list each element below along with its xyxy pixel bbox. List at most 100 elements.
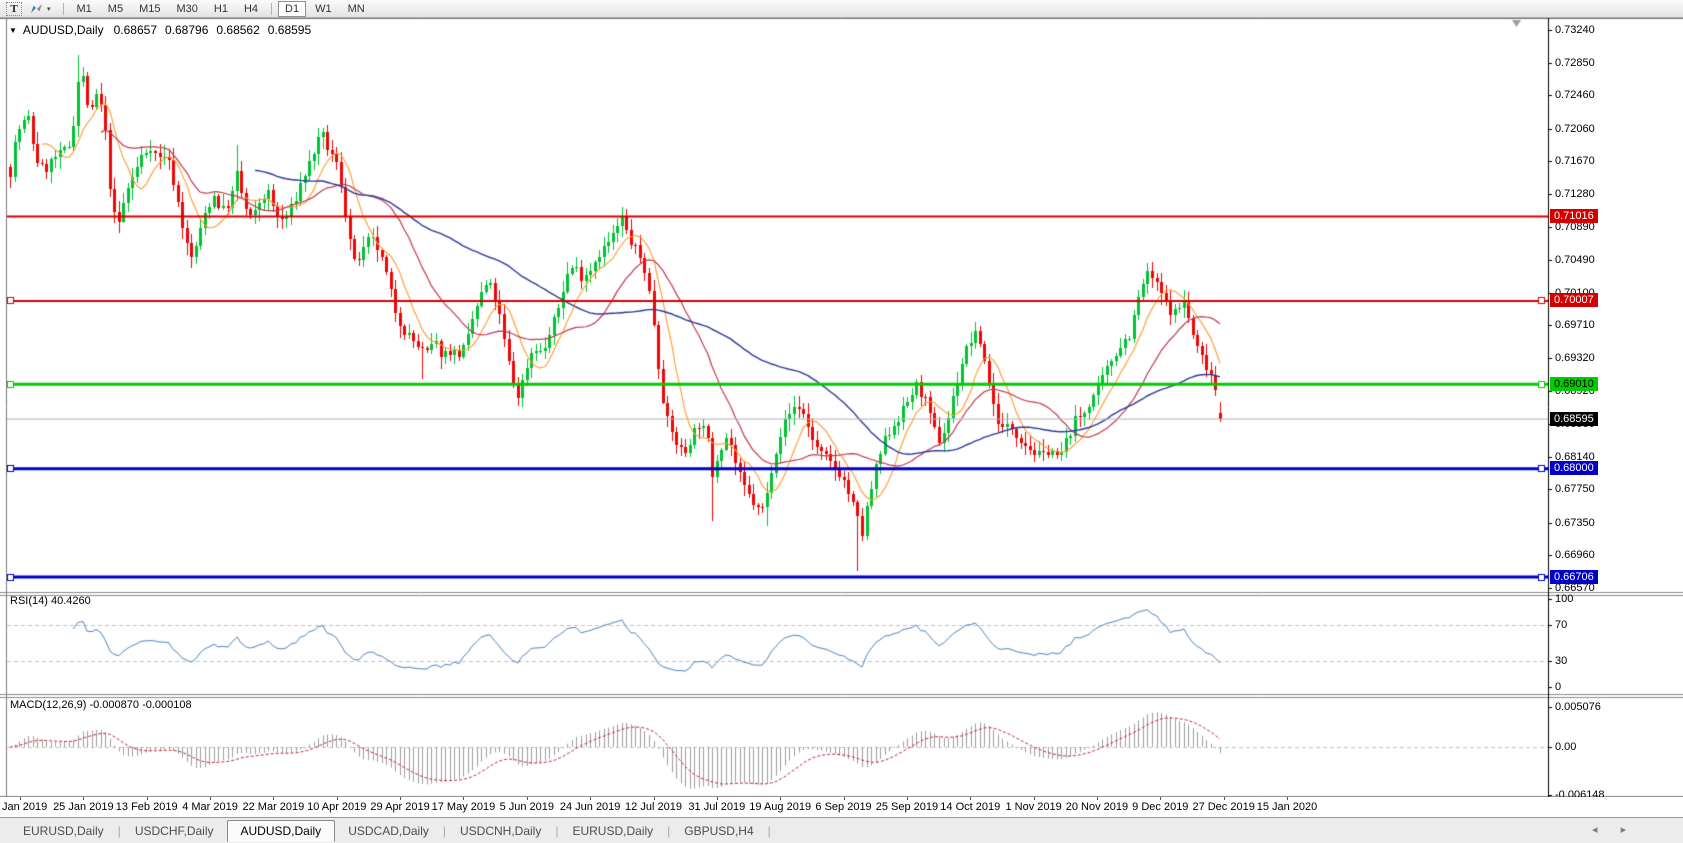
timeframe-button-m5[interactable]: M5 [107, 2, 124, 15]
price-tick-label: 0.67750 [1555, 483, 1595, 496]
macd-tick-label: 0.005076 [1555, 701, 1601, 713]
date-label: 5 Jun 2019 [499, 801, 555, 813]
date-label: 15 Jan 2020 [1256, 801, 1318, 813]
price-line-label: 0.66706 [1550, 569, 1598, 584]
chart-tab-gbpusd-h4[interactable]: GBPUSD,H4 [684, 823, 754, 838]
date-label: 4 Mar 2019 [182, 801, 238, 813]
chart-tab-bar: EURUSD,Daily | USDCHF,Daily AUDUSD,Daily USD… [0, 817, 1683, 843]
date-label: 19 Aug 2019 [749, 801, 812, 813]
quote-low: 0.68562 [216, 23, 260, 37]
tabs-scroll-left-icon[interactable]: ◂ [1592, 824, 1608, 836]
price-tick-label: 0.66570 [1555, 582, 1595, 594]
tab-scroll-nav: ◂ ▸ [1592, 823, 1636, 836]
tab-separator: | [117, 823, 121, 838]
date-tick [716, 797, 718, 800]
price-tick-label: 0.70890 [1555, 220, 1595, 233]
date-tick [463, 797, 465, 800]
date-label: 22 Mar 2019 [242, 801, 305, 813]
date-label: 29 Apr 2019 [370, 801, 430, 813]
price-tick-label: 0.68140 [1555, 450, 1595, 463]
date-tick [906, 797, 908, 800]
date-tick [843, 797, 845, 800]
price-line-label: 0.70007 [1550, 293, 1598, 308]
price-tick-label: 0.66960 [1555, 549, 1595, 562]
timeframe-button-h1[interactable]: H1 [213, 2, 228, 15]
date-label: 31 Jul 2019 [688, 801, 746, 813]
macd-indicator-label: MACD(12,26,9) -0.000870 -0.000108 [10, 699, 192, 711]
timeframe-button-mn[interactable]: MN [347, 2, 365, 15]
date-tick [1096, 797, 1098, 800]
timeframe-button-d1[interactable]: D1 [278, 0, 307, 17]
quote-open: 0.68657 [113, 23, 157, 37]
quote-close: 0.68595 [267, 23, 312, 37]
price-tick-label: 0.72460 [1555, 89, 1595, 102]
tab-separator: | [555, 823, 559, 838]
timeframe-button-m30[interactable]: M30 [176, 2, 198, 15]
date-label: 12 Jul 2019 [625, 801, 682, 813]
tabs-scroll-right-icon[interactable]: ▸ [1620, 824, 1637, 836]
arrows-tool-icon [31, 4, 42, 13]
chart-collapse-icon[interactable]: ▼ [9, 25, 17, 35]
date-label: 9 Dec 2019 [1132, 801, 1189, 813]
chart-tab-eurusd-daily[interactable]: EURUSD,Daily [23, 823, 104, 838]
price-line-label: 0.69010 [1550, 376, 1598, 391]
price-tick-label: 0.67350 [1555, 516, 1595, 529]
date-tick [83, 797, 85, 800]
date-tick [1033, 797, 1035, 800]
date-tick [273, 797, 275, 800]
timeframe-group-separator [271, 2, 273, 15]
date-tick [336, 797, 338, 800]
date-tick [20, 797, 21, 800]
date-label: 25 Sep 2019 [875, 801, 939, 813]
date-tick [400, 797, 402, 800]
current-price-label: 0.68595 [1550, 411, 1598, 426]
timeframe-buttons: M1 M5 M15 M30 H1 H4 D1 W1 MN [69, 0, 373, 17]
date-label: 6 Sep 2019 [815, 801, 872, 813]
date-tick [970, 797, 972, 800]
date-label: 13 Feb 2019 [115, 801, 178, 813]
arrows-tool-button[interactable]: ▾ [24, 2, 56, 16]
date-tick [526, 797, 528, 800]
timeframe-button-w1[interactable]: W1 [315, 2, 332, 15]
tab-separator: | [767, 823, 771, 838]
date-label: 17 May 2019 [431, 801, 496, 813]
chart-tab-usdchf-daily[interactable]: USDCHF,Daily [134, 823, 214, 838]
chart-tab-audusd-daily[interactable]: AUDUSD,Daily [226, 819, 336, 842]
date-label: 25 Jan 2019 [53, 801, 114, 813]
tab-separator: | [667, 823, 671, 838]
date-tick [146, 797, 148, 800]
price-tick-label: 0.69320 [1555, 351, 1595, 364]
timeframe-button-m15[interactable]: M15 [139, 2, 161, 15]
price-tick-label: 0.69710 [1555, 319, 1595, 332]
rsi-tick-label: 0 [1555, 681, 1562, 693]
chart-tab-usdcnh-daily[interactable]: USDCNH,Daily [460, 823, 542, 838]
date-label: 27 Dec 2019 [1192, 801, 1255, 813]
timeframe-button-m1[interactable]: M1 [76, 2, 92, 15]
date-label: 24 Jun 2019 [559, 801, 621, 813]
rsi-indicator-label: RSI(14) 40.4260 [10, 595, 91, 607]
date-tick [1160, 797, 1162, 800]
price-line-label: 0.71016 [1550, 209, 1598, 224]
rsi-tick-label: 70 [1555, 619, 1568, 632]
date-label: 7 Jan 2019 [0, 801, 48, 813]
timeframe-button-h4[interactable]: H4 [243, 2, 259, 15]
top-toolbar: T ▾ M1 M5 M15 M30 H1 H4 D1 W1 MN [0, 0, 1683, 18]
quote-high: 0.68796 [165, 23, 209, 37]
price-axis[interactable]: 0.73240 0.72850 0.72460 0.72060 0.71670 0.712… [1549, 18, 1683, 801]
chart-tab-eurusd-daily[interactable]: EURUSD,Daily [572, 823, 654, 838]
date-tick [653, 797, 655, 800]
chart-canvas[interactable] [0, 18, 1683, 797]
price-tick-label: 0.71280 [1555, 187, 1595, 200]
chart-tab-usdcad-daily[interactable]: USDCAD,Daily [348, 823, 429, 838]
chart-symbol-period: AUDUSD,Daily [22, 23, 104, 37]
price-tick-label: 0.71670 [1555, 155, 1595, 168]
text-tool-button[interactable]: T [6, 1, 22, 16]
price-tick-label: 0.73240 [1555, 24, 1595, 36]
rsi-tick-label: 100 [1555, 593, 1574, 605]
date-tick [590, 797, 592, 800]
date-tick [210, 797, 212, 800]
dropdown-caret-icon: ▾ [47, 5, 51, 13]
date-label: 20 Nov 2019 [1065, 801, 1129, 813]
